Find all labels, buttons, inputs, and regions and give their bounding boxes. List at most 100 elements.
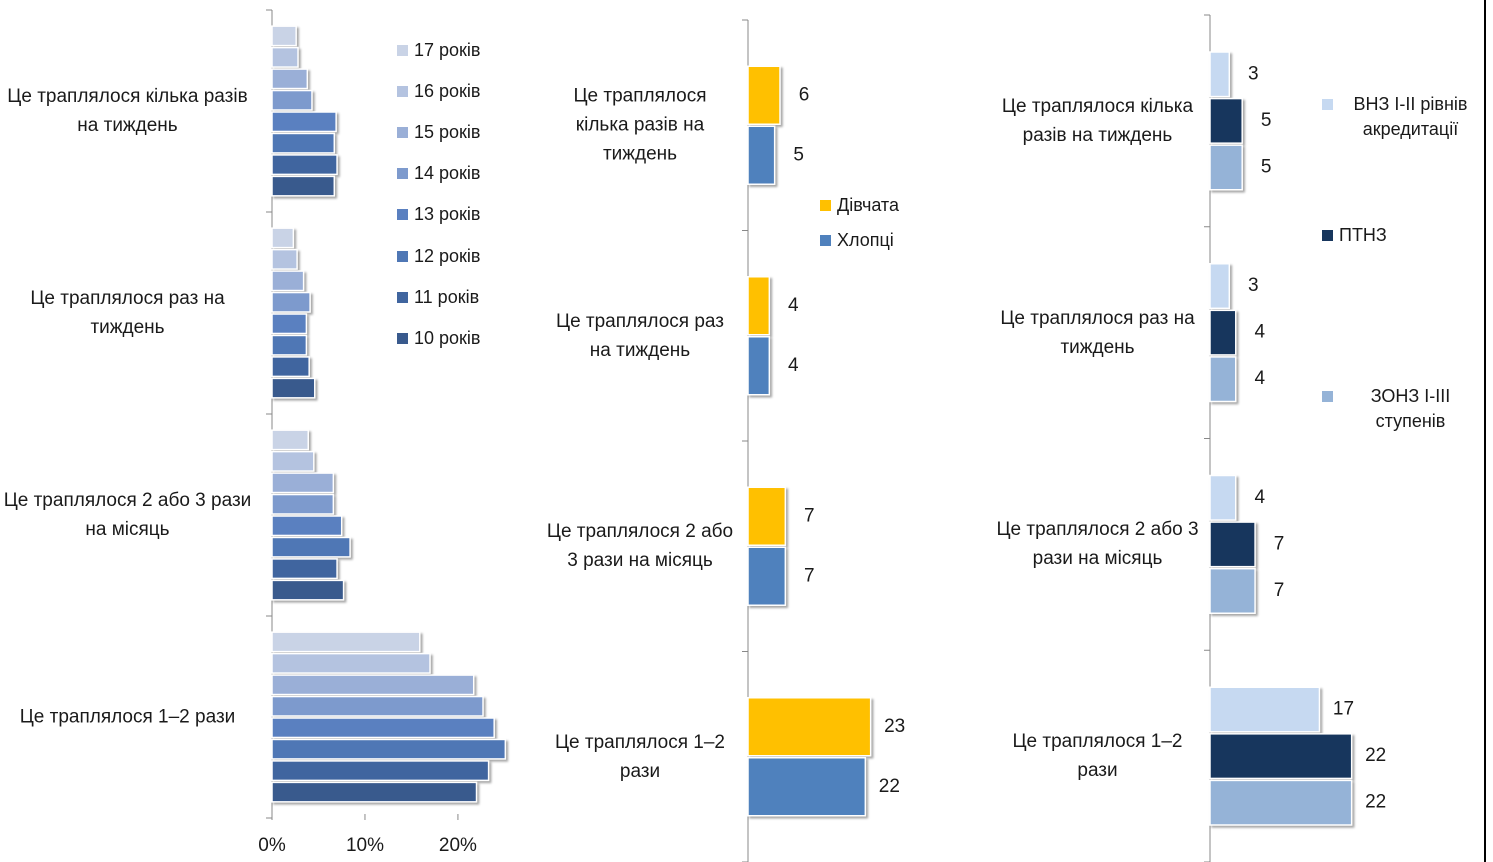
legend-item: 12 років — [397, 244, 517, 269]
bar — [271, 356, 310, 378]
bar — [747, 276, 771, 336]
legend-swatch — [1322, 391, 1333, 402]
bar — [1209, 567, 1256, 615]
legend-label: 15 років — [414, 122, 481, 142]
legend-label: ВНЗ І-ІІ рівнів акредитації — [1353, 94, 1468, 139]
bar — [271, 334, 308, 356]
value-label: 4 — [788, 295, 799, 316]
bar — [271, 270, 305, 292]
value-label: 7 — [804, 565, 815, 586]
bar — [747, 65, 781, 125]
category-label: Це траплялося кілька разів на тиждень — [1001, 95, 1194, 146]
bar — [1209, 686, 1321, 733]
legend-swatch — [1322, 99, 1333, 110]
value-label: 23 — [884, 716, 905, 737]
legend-swatch — [397, 251, 408, 262]
legend-item: 11 років — [397, 285, 517, 310]
bar — [271, 652, 431, 674]
bar — [1209, 51, 1231, 98]
bar — [271, 25, 297, 47]
legend-swatch — [397, 127, 408, 138]
bar — [271, 579, 345, 601]
value-label: 7 — [804, 505, 815, 526]
category-label: Це траплялося раз на тиждень — [1000, 307, 1195, 358]
bar — [747, 697, 872, 757]
bar — [271, 377, 316, 399]
bar — [271, 313, 308, 335]
bar — [271, 631, 421, 653]
legend-label: ЗОНЗ І-ІІІ ступенів — [1370, 386, 1451, 431]
x-tick-label: 10% — [346, 835, 384, 856]
legend-label: 13 років — [414, 204, 481, 224]
bar — [747, 757, 867, 817]
bar — [1209, 733, 1353, 780]
bar — [1209, 474, 1237, 521]
legend-swatch — [397, 292, 408, 303]
legend-item: 15 років — [397, 120, 517, 145]
bar — [747, 336, 771, 396]
bar — [271, 248, 298, 270]
bar — [1209, 521, 1256, 568]
value-label: 7 — [1274, 580, 1285, 601]
value-label: 3 — [1248, 63, 1259, 84]
bar — [747, 546, 787, 606]
legend-swatch — [820, 200, 831, 211]
legend-item: 10 років — [397, 326, 517, 351]
category-label: Це траплялося раз на тиждень — [556, 310, 724, 361]
category-label: Це траплялося раз на тиждень — [30, 288, 225, 338]
legend-swatch — [397, 86, 408, 97]
bar — [271, 781, 478, 803]
bar — [1209, 356, 1237, 403]
value-label: 7 — [1274, 533, 1285, 554]
value-label: 22 — [879, 776, 900, 797]
bar — [271, 695, 484, 717]
bar — [271, 429, 310, 451]
bar — [1209, 779, 1353, 826]
value-label: 5 — [793, 144, 804, 165]
legend-item: ВНЗ І-ІІ рівнів акредитації — [1322, 92, 1482, 142]
legend-item: 13 років — [397, 202, 517, 227]
legend-item: 16 років — [397, 79, 517, 104]
legend-label: 14 років — [414, 163, 481, 183]
category-label: Це траплялося 1–2 рази — [1012, 731, 1183, 782]
legend-label: 16 років — [414, 81, 481, 101]
legend-label: ПТНЗ — [1339, 225, 1387, 245]
bar — [271, 175, 336, 197]
legend-swatch — [1322, 230, 1333, 241]
bar — [1209, 309, 1237, 356]
legend-label: 17 років — [414, 40, 481, 60]
bar — [271, 68, 309, 90]
value-label: 4 — [1254, 487, 1265, 508]
legend-swatch — [397, 209, 408, 220]
legend-label: 11 років — [414, 287, 480, 307]
bar — [271, 558, 338, 580]
bar — [271, 291, 311, 313]
value-label: 5 — [1261, 110, 1272, 131]
bar — [1209, 262, 1231, 310]
bar — [1209, 144, 1243, 191]
legend-item: 17 років — [397, 38, 517, 63]
category-label: Це траплялося 1–2 рази — [554, 731, 726, 782]
value-label: 6 — [799, 84, 810, 105]
bar — [271, 738, 507, 760]
legend-item: ПТНЗ — [1322, 223, 1482, 248]
bar — [271, 154, 338, 176]
bar — [271, 760, 490, 782]
x-tick-label: 0% — [258, 835, 286, 856]
value-label: 4 — [1254, 322, 1265, 343]
value-label: 17 — [1333, 699, 1354, 720]
bar — [747, 125, 776, 185]
legend-label: Дівчата — [837, 195, 899, 215]
bar — [271, 536, 351, 558]
bar — [271, 515, 343, 537]
bar — [747, 486, 787, 547]
legend-label: 12 років — [414, 246, 481, 266]
bar — [271, 132, 336, 154]
bar — [271, 717, 495, 739]
legend-swatch — [397, 333, 408, 344]
value-label: 4 — [788, 355, 799, 376]
legend-swatch — [397, 168, 408, 179]
value-label: 5 — [1261, 156, 1272, 177]
